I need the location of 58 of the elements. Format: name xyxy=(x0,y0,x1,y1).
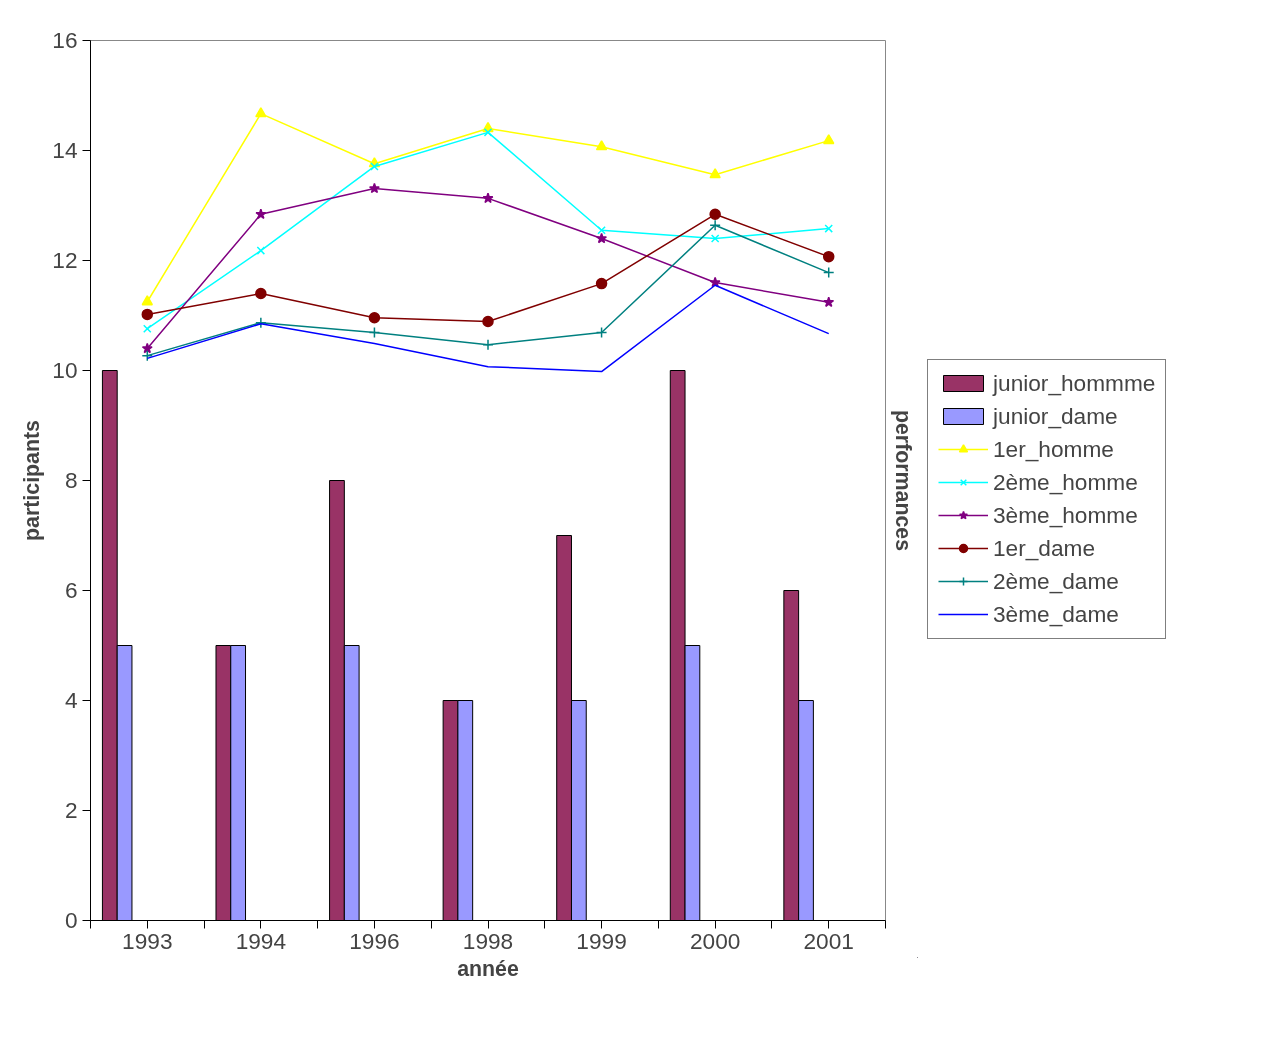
point xyxy=(141,349,154,362)
point xyxy=(822,266,835,279)
point xyxy=(255,208,267,220)
point xyxy=(368,182,380,194)
point xyxy=(595,277,608,290)
x-axis-title: année xyxy=(457,956,519,981)
point xyxy=(824,224,833,233)
point xyxy=(482,192,494,204)
x-tick-label: 1994 xyxy=(235,927,287,954)
y-axis-title: participants xyxy=(20,420,45,541)
legend-label: 1er_homme xyxy=(993,435,1114,463)
point xyxy=(822,134,835,145)
legend-label: 3ème_dame xyxy=(993,600,1119,628)
point xyxy=(368,326,381,339)
y-tick-label: 6 xyxy=(64,577,78,603)
x-tick-label: 1998 xyxy=(462,927,514,954)
legend-label: junior_hommme xyxy=(993,369,1156,397)
x-tick-label: 1993 xyxy=(122,927,173,954)
point xyxy=(597,225,606,235)
point xyxy=(256,246,266,255)
point xyxy=(141,308,154,321)
point xyxy=(255,287,267,300)
point xyxy=(370,162,379,171)
x-tick-label: 2001 xyxy=(803,927,854,954)
x-tick-label: 2000 xyxy=(689,927,741,954)
point xyxy=(482,315,494,328)
point xyxy=(596,232,608,244)
point xyxy=(823,296,835,308)
x-tick-label: 1996 xyxy=(349,927,400,954)
point xyxy=(141,342,153,354)
point xyxy=(483,128,493,137)
point xyxy=(710,234,720,243)
y-tick-label: 10 xyxy=(52,357,78,383)
legend-label: 2ème_homme xyxy=(993,468,1138,496)
point xyxy=(709,208,721,221)
point xyxy=(595,326,608,339)
point xyxy=(143,324,152,333)
y-tick-label: 8 xyxy=(64,467,78,493)
x-tick-label: 1999 xyxy=(576,927,627,954)
point xyxy=(368,311,381,324)
y-tick-label: 4 xyxy=(64,687,78,713)
legend-label: 2ème_dame xyxy=(993,567,1119,595)
point xyxy=(255,107,267,118)
point xyxy=(822,250,835,263)
point xyxy=(709,219,721,232)
legend-label: 3ème_homme xyxy=(993,501,1138,529)
point xyxy=(255,316,267,329)
y2-axis-title: performances xyxy=(890,409,915,552)
y-tick-label: 0 xyxy=(64,907,78,933)
point xyxy=(141,295,154,306)
point xyxy=(595,140,608,151)
y-tick-label: 14 xyxy=(52,137,78,163)
y-tick-label: 16 xyxy=(52,27,78,53)
y-tick-label: 12 xyxy=(52,247,78,273)
legend-label: junior_dame xyxy=(993,402,1118,430)
legend-label: 1er_dame xyxy=(993,534,1096,562)
y-tick-label: 2 xyxy=(64,797,78,823)
point xyxy=(709,168,721,179)
